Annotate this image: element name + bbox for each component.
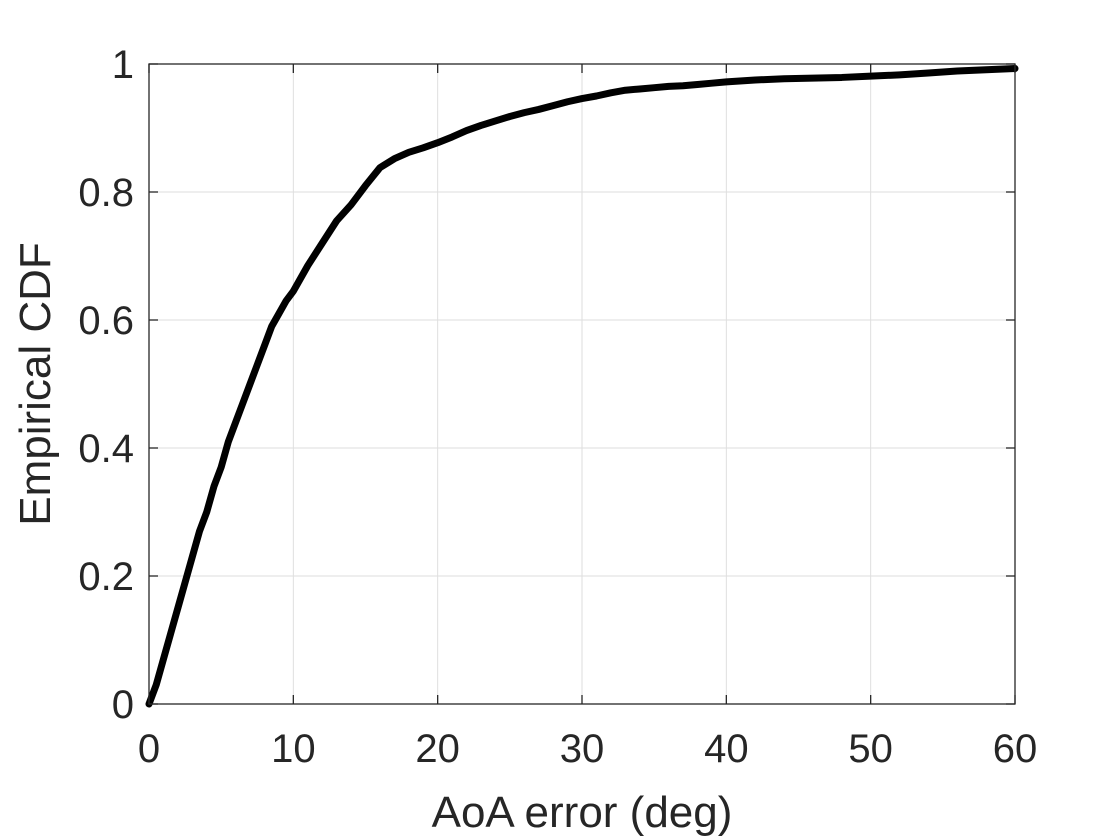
x-tick-label: 0 <box>138 727 160 771</box>
x-tick-label: 20 <box>415 727 460 771</box>
y-tick-label: 0.2 <box>78 555 134 599</box>
x-axis-tick-labels: 0 10 20 30 40 50 60 <box>138 727 1037 771</box>
x-tick-label: 60 <box>993 727 1038 771</box>
x-tick-label: 50 <box>848 727 893 771</box>
y-axis-tick-labels: 0 0.2 0.4 0.6 0.8 1 <box>78 43 134 727</box>
axis-ticks <box>148 63 1016 705</box>
grid-lines <box>149 64 1015 704</box>
y-tick-label: 0.4 <box>78 427 134 471</box>
y-tick-label: 0.6 <box>78 299 134 343</box>
x-tick-label: 30 <box>560 727 605 771</box>
x-tick-label: 40 <box>704 727 749 771</box>
x-axis-label: AoA error (deg) <box>432 788 733 837</box>
y-tick-label: 0.8 <box>78 171 134 215</box>
y-tick-label: 0 <box>112 683 134 727</box>
data-series <box>145 64 1019 708</box>
x-tick-label: 10 <box>271 727 316 771</box>
y-axis-label: Empirical CDF <box>11 242 60 526</box>
y-tick-label: 1 <box>112 43 134 87</box>
cdf-line-0 <box>145 64 1019 708</box>
